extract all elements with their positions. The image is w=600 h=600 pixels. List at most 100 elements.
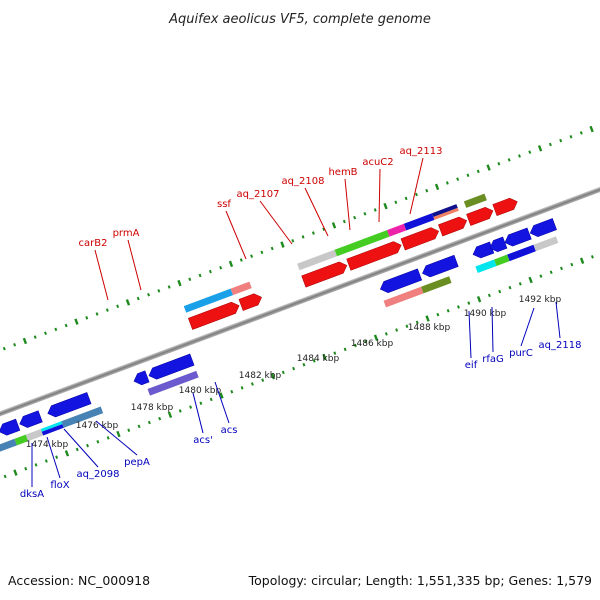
- scale-tick: [312, 359, 316, 363]
- scale-tick: [85, 316, 89, 320]
- gene-arrow: [438, 216, 468, 237]
- scale-tick: [116, 430, 121, 438]
- scale-tick: [157, 289, 161, 293]
- scale-tick: [302, 362, 306, 367]
- genome-backbone: [0, 123, 600, 479]
- scale-tick: [518, 154, 521, 158]
- scale-tick: [384, 332, 388, 336]
- scale-tick: [333, 351, 337, 355]
- scale-tick: [579, 257, 585, 264]
- gene-features: [0, 193, 559, 461]
- scale-tick: [280, 241, 285, 248]
- leader-line: [225, 210, 247, 260]
- scale-tick: [177, 279, 182, 287]
- scale-tick: [537, 145, 543, 152]
- gene-arrow: [133, 370, 150, 386]
- gene-label: dksA: [20, 489, 44, 500]
- scale-tick: [261, 378, 265, 382]
- gene-arrow: [400, 227, 439, 251]
- cog-bar: [147, 370, 199, 396]
- scale-tick: [498, 289, 502, 294]
- scale-tick: [136, 296, 140, 301]
- gene-label: hemB: [328, 167, 357, 178]
- scale-tick: [24, 466, 28, 471]
- gene-arrow: [19, 410, 43, 428]
- scale-label: 1492 kbp: [519, 295, 562, 305]
- cog-bar: [25, 428, 44, 442]
- scale-tick: [147, 292, 151, 297]
- scale-tick: [405, 324, 409, 328]
- leader-line: [46, 436, 61, 479]
- scale-tick: [209, 397, 213, 402]
- leader-line: [378, 168, 381, 223]
- cog-bar: [41, 424, 64, 436]
- scale-tick: [425, 188, 429, 193]
- scale-label: 1476 kbp: [76, 421, 119, 431]
- scale-tick: [198, 273, 202, 278]
- gene-label: carB2: [79, 238, 108, 249]
- scale-tick: [569, 135, 573, 139]
- cog-bar: [507, 244, 536, 262]
- leader-line: [555, 301, 561, 339]
- scale-tick: [239, 258, 243, 262]
- gene-arrow: [492, 197, 518, 217]
- scale-tick: [199, 401, 203, 406]
- scale-tick: [3, 474, 7, 479]
- gene-arrow: [301, 261, 348, 288]
- scale-tick: [383, 202, 388, 210]
- scale-tick: [549, 270, 553, 275]
- scale-tick: [13, 343, 17, 347]
- scale-tick: [125, 299, 131, 306]
- gene-label: floX: [50, 480, 69, 491]
- scale-tick: [167, 285, 171, 289]
- scale-tick: [395, 328, 399, 332]
- bottom-tick-track: [3, 255, 594, 479]
- scale-label: 1486 kbp: [351, 339, 394, 349]
- scale-tick: [230, 389, 234, 394]
- gene-arrow: [238, 293, 262, 311]
- scale-label: 1482 kbp: [239, 371, 282, 381]
- genome-summary-text: Topology: circular; Length: 1,551,335 bp…: [248, 573, 592, 588]
- scale-tick: [560, 266, 563, 271]
- gene-label: pepA: [124, 457, 150, 468]
- reverse-cog-bars: [0, 236, 559, 461]
- scale-tick: [436, 312, 440, 317]
- scale-tick: [64, 323, 68, 328]
- gene-arrow: [148, 353, 195, 380]
- map-title: Aquifex aeolicus VF5, complete genome: [168, 12, 431, 27]
- gene-label: ssf: [217, 199, 231, 210]
- scale-tick: [486, 164, 491, 171]
- cog-bar: [494, 254, 510, 267]
- scale-tick: [270, 373, 276, 380]
- scale-tick: [322, 227, 326, 231]
- scale-tick: [260, 250, 264, 255]
- scale-tick: [64, 450, 70, 457]
- scale-tick: [106, 436, 110, 440]
- scale-tick: [373, 334, 379, 341]
- scale-tick: [74, 318, 79, 325]
- scale-tick: [188, 277, 192, 282]
- scale-tick: [127, 428, 131, 432]
- scale-tick: [33, 335, 37, 339]
- gene-label: acs': [193, 435, 213, 446]
- scale-tick: [44, 459, 48, 463]
- reverse-gene-arrows: [0, 218, 557, 436]
- gene-arrow: [529, 218, 557, 237]
- cog-bar: [40, 421, 63, 432]
- scale-tick: [219, 265, 223, 270]
- cog-bar: [533, 236, 559, 252]
- gene-label: prmA: [113, 228, 140, 239]
- scale-tick: [508, 285, 512, 290]
- scale-tick: [331, 222, 337, 229]
- scale-tick: [364, 339, 368, 344]
- scale-tick: [548, 142, 552, 147]
- scale-tick: [250, 254, 254, 258]
- cog-bar: [14, 434, 29, 446]
- scale-label: 1488 kbp: [408, 323, 451, 333]
- forward-gene-arrows: [188, 197, 518, 330]
- scale-tick: [434, 183, 440, 191]
- scale-tick: [250, 382, 254, 386]
- cog-bar: [387, 223, 407, 237]
- scale-tick: [446, 309, 450, 313]
- leader-line: [127, 239, 142, 291]
